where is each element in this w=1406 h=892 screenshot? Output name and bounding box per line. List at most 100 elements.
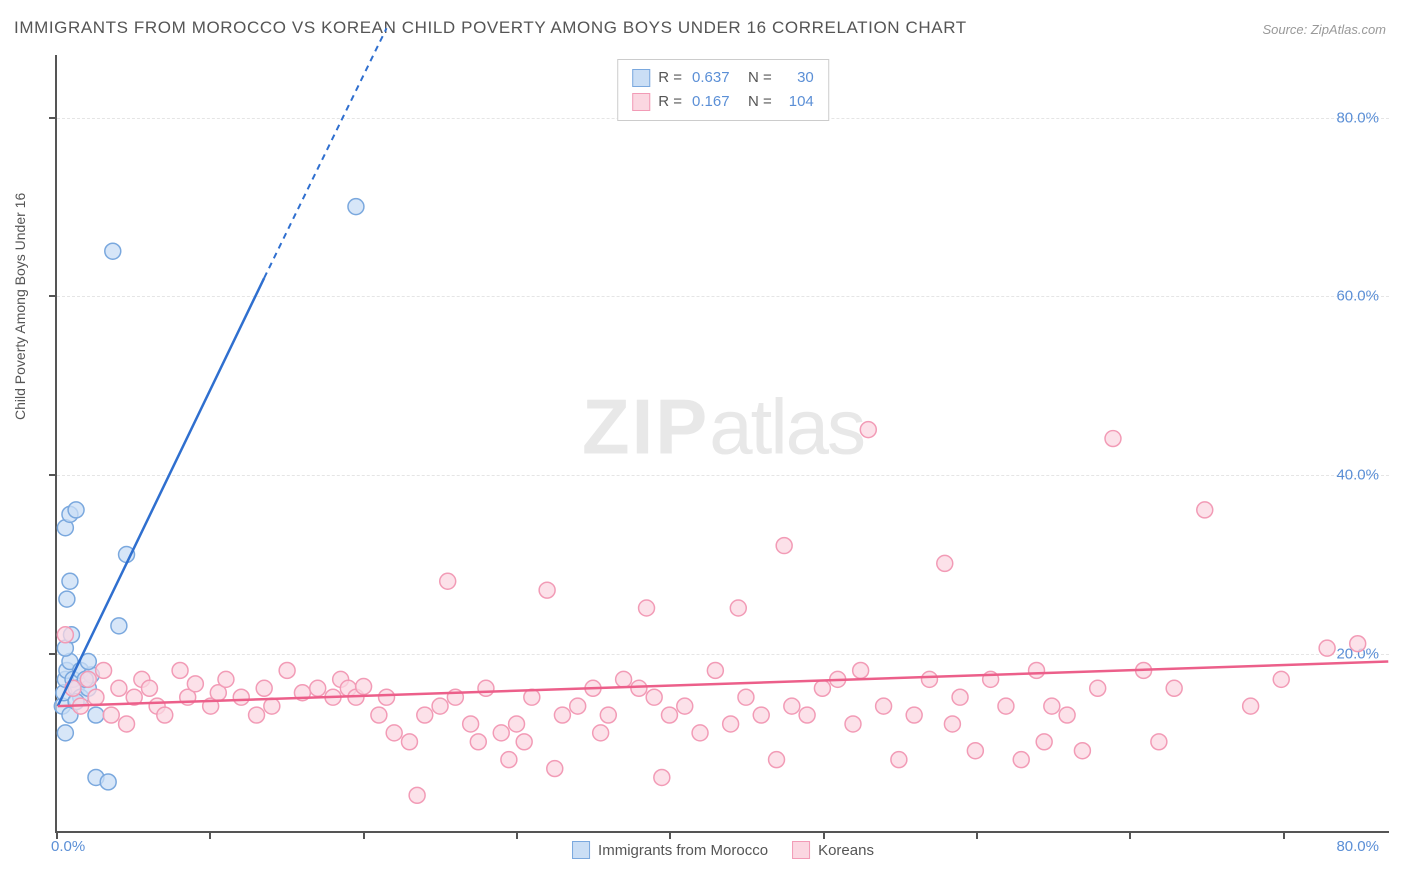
data-point xyxy=(853,662,869,678)
data-point xyxy=(1105,431,1121,447)
legend-series-label: Immigrants from Morocco xyxy=(598,842,768,859)
data-point xyxy=(1036,734,1052,750)
data-point xyxy=(105,243,121,259)
data-point xyxy=(593,725,609,741)
data-point xyxy=(539,582,555,598)
data-point xyxy=(600,707,616,723)
tickmark xyxy=(209,831,211,839)
data-point xyxy=(493,725,509,741)
data-point xyxy=(1074,743,1090,759)
trend-line xyxy=(58,278,264,706)
data-point xyxy=(1029,662,1045,678)
data-point xyxy=(547,761,563,777)
data-point xyxy=(677,698,693,714)
data-point xyxy=(249,707,265,723)
x-tick-max: 80.0% xyxy=(1336,838,1379,855)
data-point xyxy=(310,680,326,696)
data-point xyxy=(111,618,127,634)
tickmark xyxy=(49,474,57,476)
data-point xyxy=(111,680,127,696)
tickmark xyxy=(516,831,518,839)
data-point xyxy=(944,716,960,732)
legend-series-item: Immigrants from Morocco xyxy=(572,841,768,859)
x-tick-min: 0.0% xyxy=(51,838,85,855)
data-point xyxy=(1151,734,1167,750)
legend-series-label: Koreans xyxy=(818,842,874,859)
legend-swatch xyxy=(632,93,650,111)
data-point xyxy=(57,627,73,643)
data-point xyxy=(554,707,570,723)
data-point xyxy=(470,734,486,750)
data-point xyxy=(264,698,280,714)
tickmark xyxy=(49,295,57,297)
tickmark xyxy=(56,831,58,839)
data-point xyxy=(68,502,84,518)
data-point xyxy=(799,707,815,723)
data-point xyxy=(187,676,203,692)
tickmark xyxy=(363,831,365,839)
legend-N-value: 30 xyxy=(782,66,814,90)
y-axis-label: Child Poverty Among Boys Under 16 xyxy=(12,193,28,420)
data-point xyxy=(103,707,119,723)
data-point xyxy=(141,680,157,696)
data-point xyxy=(738,689,754,705)
data-point xyxy=(256,680,272,696)
data-point xyxy=(100,774,116,790)
tickmark xyxy=(49,117,57,119)
data-point xyxy=(937,555,953,571)
data-point xyxy=(62,573,78,589)
data-point xyxy=(1319,640,1335,656)
data-point xyxy=(776,538,792,554)
data-point xyxy=(769,752,785,768)
data-point xyxy=(88,689,104,705)
data-point xyxy=(1350,636,1366,652)
data-point xyxy=(654,770,670,786)
data-point xyxy=(639,600,655,616)
data-point xyxy=(119,716,135,732)
data-point xyxy=(348,199,364,215)
legend-stats: R =0.637N =30R =0.167N =104 xyxy=(617,59,829,121)
data-point xyxy=(371,707,387,723)
scatter-svg xyxy=(57,55,1389,831)
trend-line-dash xyxy=(264,28,386,278)
data-point xyxy=(784,698,800,714)
legend-R-value: 0.167 xyxy=(692,90,740,114)
plot-area: ZIPatlas R =0.637N =30R =0.167N =104 0.0… xyxy=(55,55,1389,833)
data-point xyxy=(478,680,494,696)
legend-stat-row: R =0.167N =104 xyxy=(632,90,814,114)
data-point xyxy=(409,787,425,803)
data-point xyxy=(1243,698,1259,714)
data-point xyxy=(1197,502,1213,518)
source-attribution: Source: ZipAtlas.com xyxy=(1262,22,1386,37)
data-point xyxy=(631,680,647,696)
data-point xyxy=(463,716,479,732)
data-point xyxy=(57,725,73,741)
data-point xyxy=(723,716,739,732)
data-point xyxy=(692,725,708,741)
data-point xyxy=(172,662,188,678)
data-point xyxy=(1059,707,1075,723)
data-point xyxy=(860,422,876,438)
data-point xyxy=(440,573,456,589)
data-point xyxy=(516,734,532,750)
legend-R-label: R = xyxy=(658,66,682,90)
legend-series-item: Koreans xyxy=(792,841,874,859)
tickmark xyxy=(823,831,825,839)
data-point xyxy=(876,698,892,714)
data-point xyxy=(845,716,861,732)
legend-swatch xyxy=(632,69,650,87)
data-point xyxy=(432,698,448,714)
data-point xyxy=(570,698,586,714)
data-point xyxy=(386,725,402,741)
legend-R-value: 0.637 xyxy=(692,66,740,90)
tickmark xyxy=(669,831,671,839)
data-point xyxy=(356,679,372,695)
data-point xyxy=(1044,698,1060,714)
data-point xyxy=(279,662,295,678)
data-point xyxy=(814,680,830,696)
data-point xyxy=(80,671,96,687)
legend-swatch xyxy=(572,841,590,859)
data-point xyxy=(1166,680,1182,696)
legend-N-value: 104 xyxy=(782,90,814,114)
legend-series: Immigrants from Morocco Koreans xyxy=(572,841,874,859)
